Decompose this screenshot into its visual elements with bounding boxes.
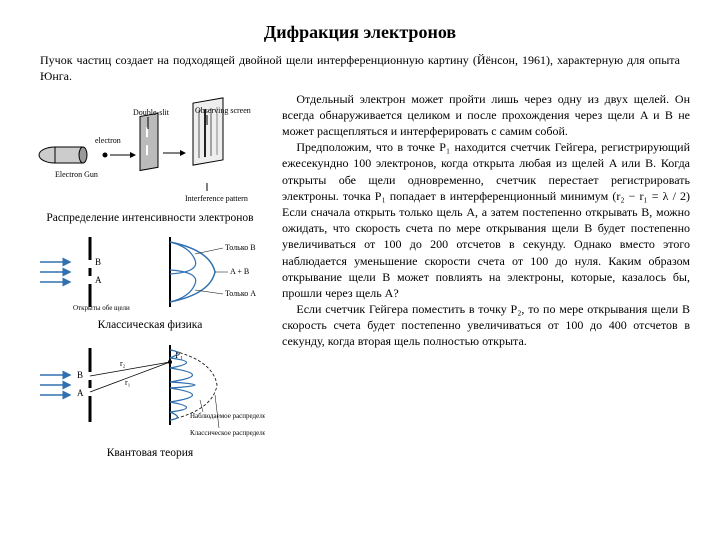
label-r2: r₂ [120,359,126,368]
caption-classical: Классическая физика [30,318,270,334]
label-slit-a-classical: A [95,275,102,285]
two-column-layout: Electron Gun electron Double-slit [30,91,690,468]
label-interference: Interference pattern [185,194,248,203]
label-both-open: Открыты обе щели [73,304,130,312]
label-screen: Observing screen [195,106,251,115]
page-title: Дифракция электронов [30,20,690,44]
label-only-b: Только B [225,243,256,252]
body-paragraph-1: Отдельный электрон может пройти лишь чер… [282,91,690,140]
label-classical-pred: Классическое распределение [190,429,265,437]
label-r1: r₁ [125,378,131,387]
label-only-a: Только A [225,289,256,298]
caption-quantum: Квантовая теория [30,446,270,462]
label-electron: electron [95,136,121,145]
label-slit-b-classical: B [95,257,101,267]
body-paragraph-3: Если счетчик Гейгера поместить в точку P… [282,301,690,350]
intro-paragraph: Пучок частиц создает на подходящей двойн… [30,52,690,84]
label-slit-a-quantum: A [77,388,84,398]
figure-double-slit: Electron Gun electron Double-slit [30,95,270,205]
label-slit-b-quantum: B [77,370,83,380]
figure-classical: B A Открыты обе щели Только B A + B Толь… [30,232,270,312]
caption-distribution: Распределение интенсивности электронов [30,211,270,227]
right-column: Отдельный электрон может пройти лишь чер… [282,91,690,468]
figure-quantum: B A r₂ r₁ P₁ Наблюдаемое распределение К… [30,340,270,440]
label-electron-gun: Electron Gun [55,170,98,179]
label-a-plus-b: A + B [230,267,249,276]
label-double-slit: Double-slit [133,108,170,117]
body-paragraph-2: Предположим, что в точке P₁ находится сч… [282,139,690,301]
label-observed: Наблюдаемое распределение [190,412,265,420]
left-column: Electron Gun electron Double-slit [30,91,270,468]
